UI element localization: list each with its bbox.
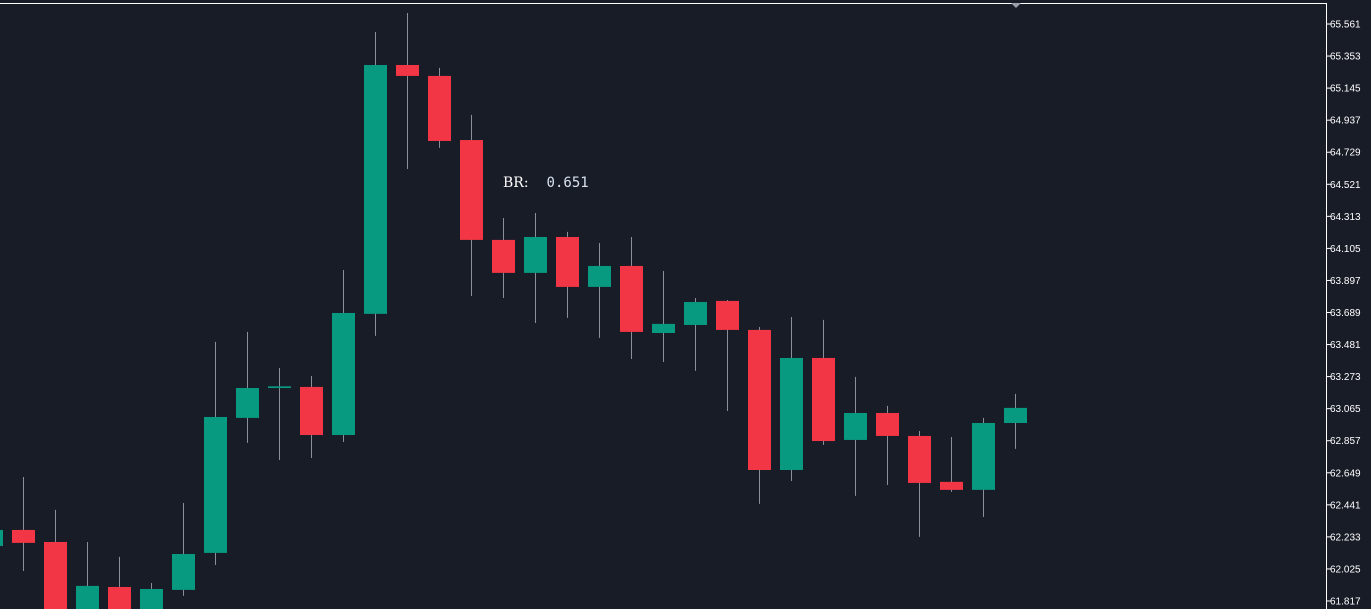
candle-body: [268, 386, 291, 389]
candle: [940, 437, 963, 492]
candle: [268, 367, 291, 460]
candle: [876, 405, 899, 485]
candle-body: [300, 386, 323, 436]
y-tick-label: 63.897: [1330, 276, 1361, 287]
candle: [396, 13, 419, 170]
y-tick-label: 62.233: [1330, 532, 1361, 543]
candle-body: [588, 265, 611, 287]
candle-body: [652, 323, 675, 333]
y-tick-label: 62.857: [1330, 436, 1361, 447]
y-tick-label: 64.105: [1330, 244, 1361, 255]
candle-body: [556, 236, 579, 287]
candle: [0, 529, 3, 546]
y-tick-label: 62.649: [1330, 468, 1361, 479]
y-tick-label: 65.353: [1330, 52, 1361, 63]
candle: [524, 212, 547, 323]
candle: [620, 236, 643, 360]
candle: [684, 298, 707, 371]
candle: [364, 32, 387, 336]
candle: [972, 417, 995, 518]
candle-body: [332, 312, 355, 436]
candle: [108, 556, 131, 609]
y-tick-label: 64.729: [1330, 148, 1361, 159]
candle: [300, 375, 323, 458]
candle-body: [236, 388, 259, 418]
candle-body: [0, 529, 3, 546]
candle-body: [204, 416, 227, 553]
candle-body: [940, 481, 963, 490]
y-tick-label: 61.817: [1330, 597, 1361, 608]
candle-body: [460, 140, 483, 240]
candles-group: [0, 13, 1027, 609]
candle: [556, 231, 579, 318]
candle-body: [620, 265, 643, 332]
candle-body: [428, 75, 451, 141]
candle-body: [492, 239, 515, 273]
candle: [332, 269, 355, 442]
candle: [492, 218, 515, 299]
candle-body: [12, 529, 35, 543]
candle: [236, 331, 259, 443]
y-tick-label: 63.273: [1330, 372, 1361, 383]
candle-body: [908, 435, 931, 483]
y-tick-label: 64.937: [1330, 116, 1361, 127]
y-tick-label: 64.521: [1330, 180, 1361, 191]
br-value: 0.651: [546, 175, 589, 191]
candle-body: [1004, 407, 1027, 423]
candle: [844, 376, 867, 496]
candle-body: [364, 64, 387, 314]
candle: [172, 502, 195, 596]
y-tick-label: 65.145: [1330, 84, 1361, 95]
candle-body: [684, 302, 707, 325]
scroll-marker-icon[interactable]: [1011, 3, 1021, 8]
candle: [716, 300, 739, 411]
candle-body: [972, 422, 995, 490]
candle: [428, 67, 451, 148]
candle-body: [876, 412, 899, 436]
candle: [44, 509, 67, 609]
candle: [140, 582, 163, 609]
y-tick-label: 63.065: [1330, 404, 1361, 415]
candle: [652, 271, 675, 362]
candle: [748, 326, 771, 504]
price-axis[interactable]: 65.561 65.353 65.145 64.937 64.729 64.521 64.3…: [1327, 20, 1361, 608]
candle: [460, 114, 483, 297]
candle-body: [716, 300, 739, 330]
br-label: BR:: [503, 175, 529, 191]
candle-body: [108, 586, 131, 609]
candle-body: [812, 357, 835, 442]
candle: [76, 541, 99, 609]
candle-body: [172, 553, 195, 590]
candle: [908, 431, 931, 537]
y-tick-label: 62.025: [1330, 564, 1361, 575]
y-tick-label: 65.561: [1330, 20, 1361, 31]
candle: [780, 316, 803, 481]
candle-body: [844, 412, 867, 440]
y-tick-label: 64.313: [1330, 212, 1361, 223]
br-indicator: BR: 0.651: [503, 175, 589, 191]
candle-body: [748, 329, 771, 471]
candle-body: [76, 585, 99, 609]
candle: [812, 319, 835, 445]
candle: [588, 242, 611, 338]
candle: [12, 476, 35, 571]
y-tick-label: 62.441: [1330, 500, 1361, 511]
y-tick-label: 63.689: [1330, 308, 1361, 319]
candle-body: [44, 541, 67, 609]
candle-body: [396, 64, 419, 76]
candle-body: [140, 588, 163, 609]
candle-body: [524, 236, 547, 273]
candle: [1004, 393, 1027, 449]
y-tick-label: 63.481: [1330, 340, 1361, 351]
candle: [204, 341, 227, 565]
candle-body: [780, 357, 803, 471]
